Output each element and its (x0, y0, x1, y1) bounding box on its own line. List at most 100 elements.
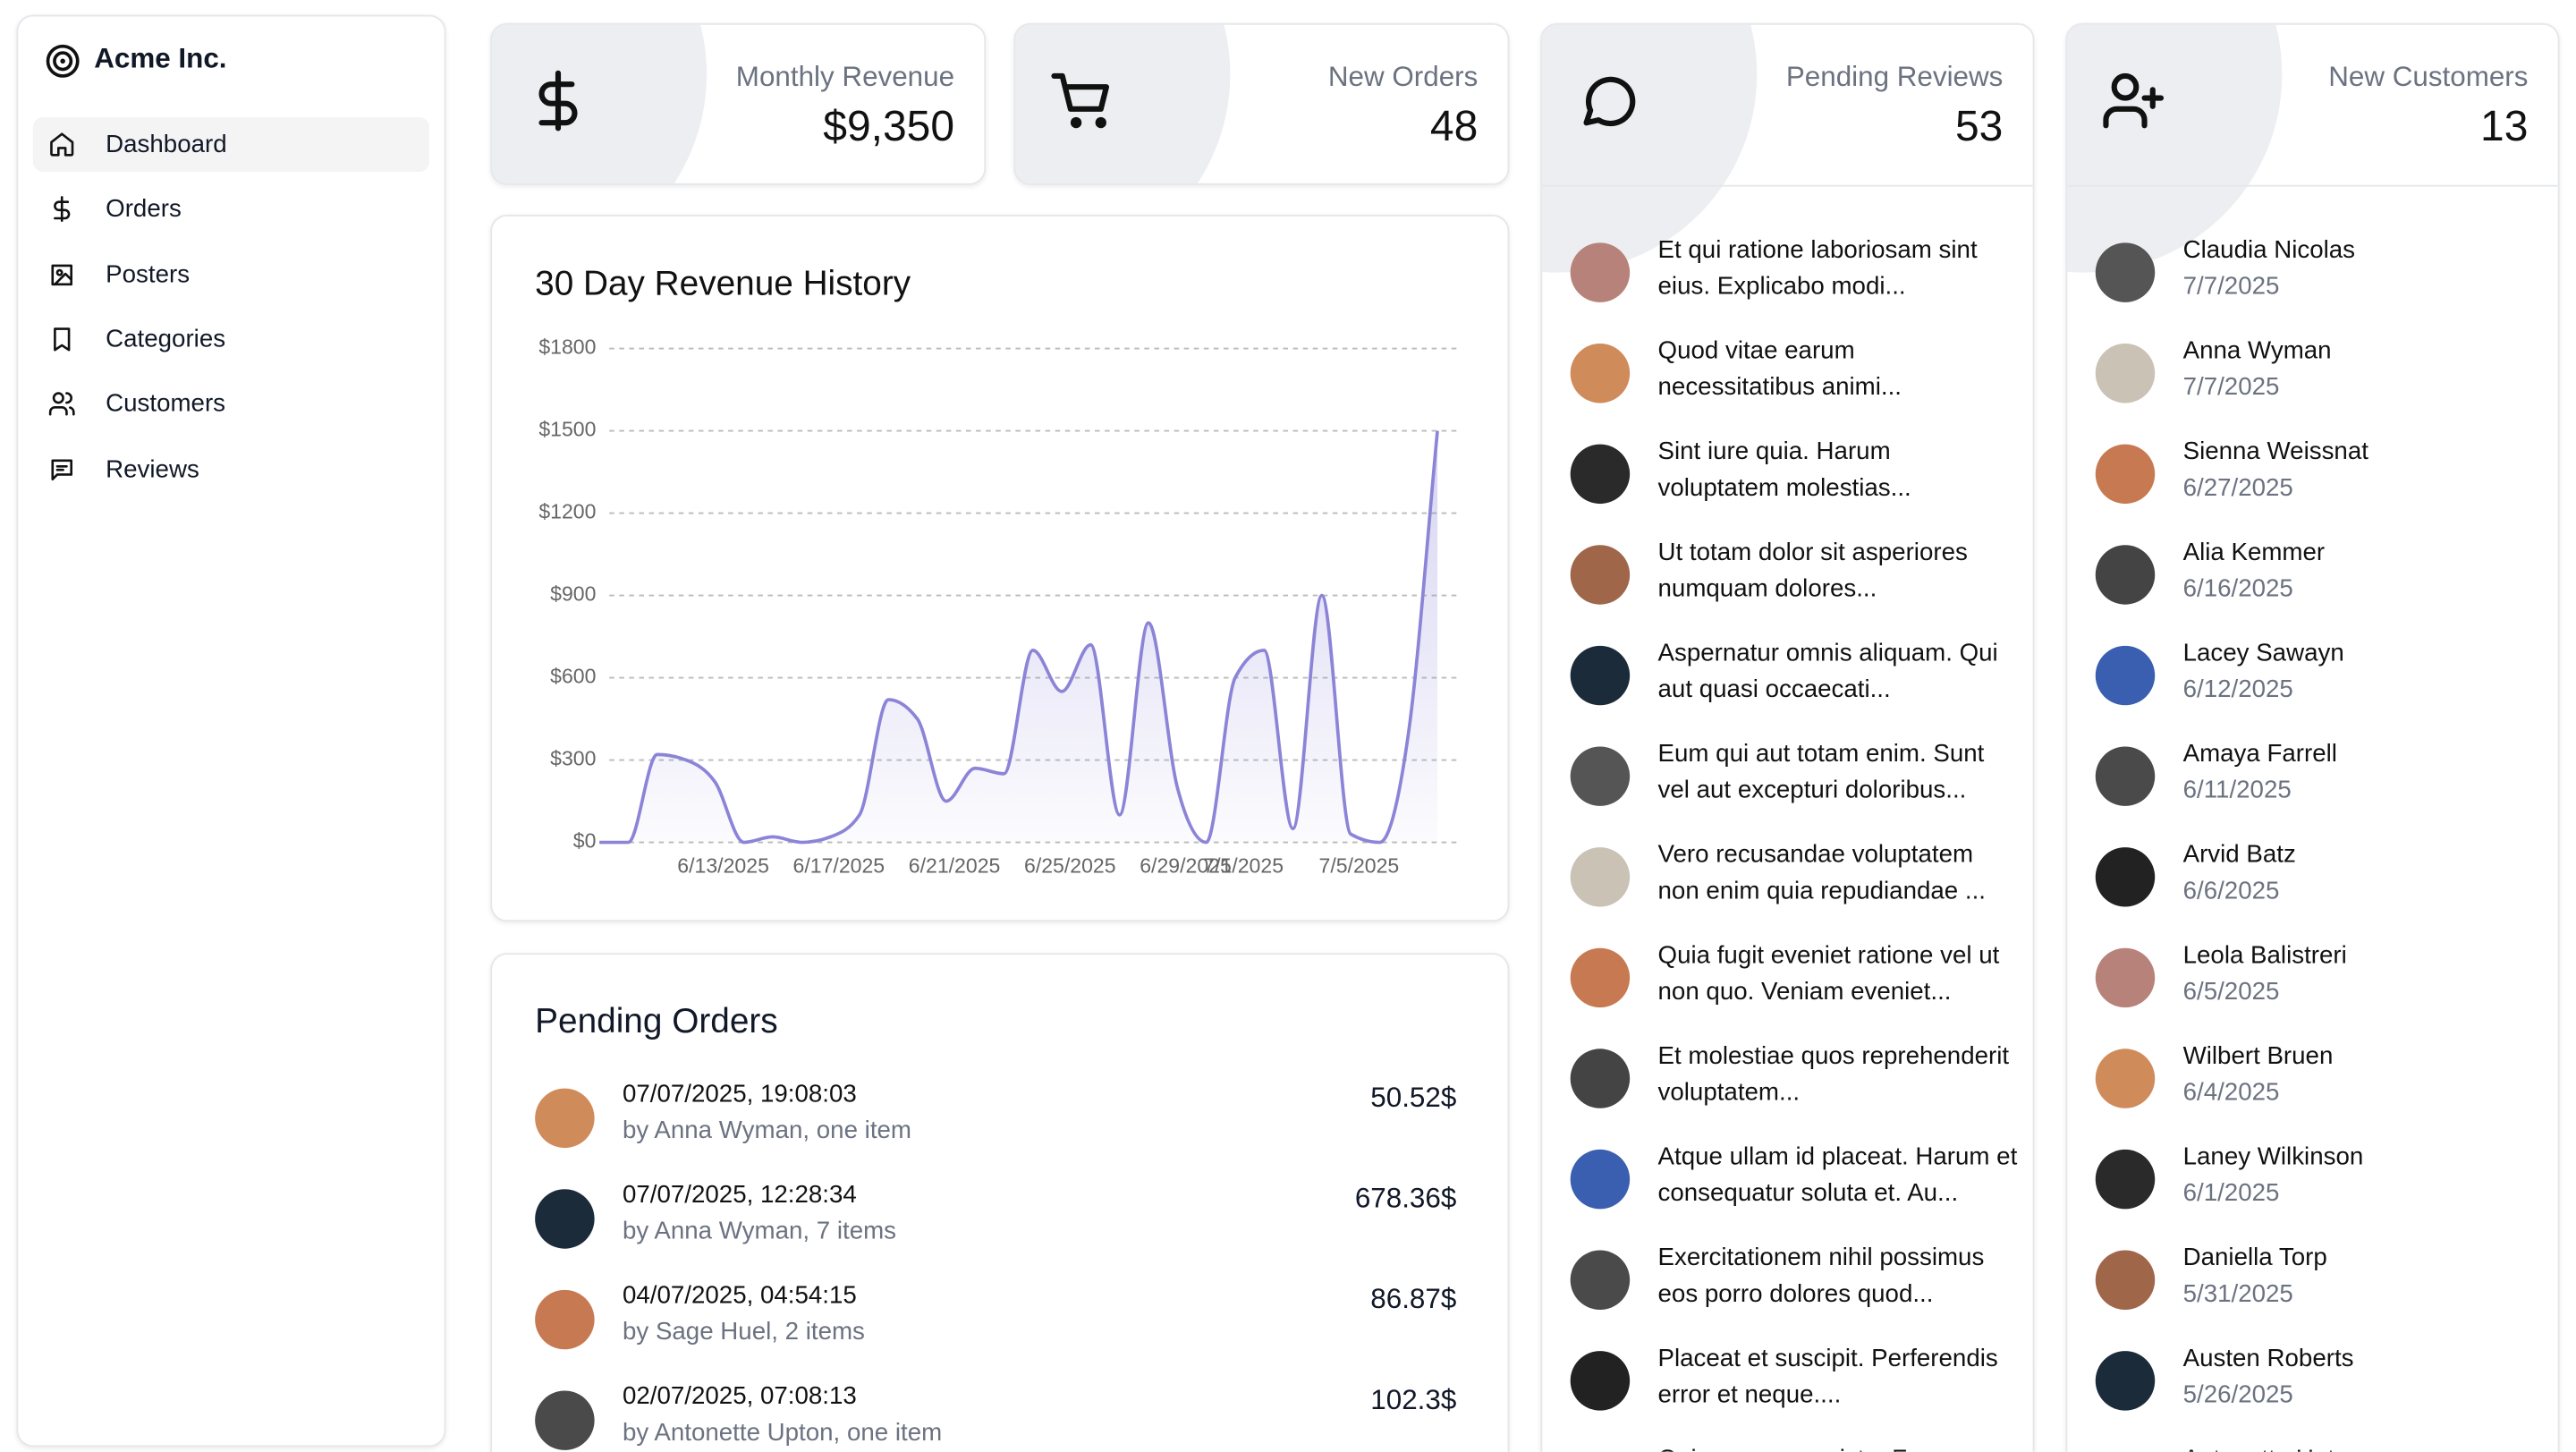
stat-label: Monthly Revenue (735, 61, 955, 93)
customer-date: 6/6/2025 (2182, 877, 2280, 905)
avatar (1570, 1250, 1631, 1310)
avatar (2095, 847, 2156, 907)
x-tick-label: 7/5/2025 (1318, 853, 1399, 877)
icon-path (1583, 76, 1636, 127)
avatar (535, 1189, 595, 1249)
stat-label: New Customers (2328, 61, 2529, 93)
order-total: 50.52$ (1370, 1082, 1457, 1114)
avatar (1570, 444, 1631, 505)
nav-icon (54, 196, 71, 223)
review-text: Ut totam dolor sit asperiores numquam do… (1657, 538, 1968, 603)
nav-label: Posters (106, 259, 191, 289)
nav-item[interactable]: Orders (33, 183, 429, 237)
avatar (535, 1289, 595, 1350)
icon-blob (492, 24, 708, 183)
order-date: 02/07/2025, 07:08:13 (622, 1382, 857, 1411)
customer: Antonette Upton (2183, 1442, 2543, 1451)
avatar (2095, 545, 2156, 605)
avatar (1570, 1351, 1631, 1411)
customer: Amaya Farrell 6/11/2025 (2183, 736, 2543, 809)
order: 02/07/2025, 07:08:13 by Antonette Upton, … (623, 1380, 1283, 1452)
y-tick-label: $1800 (538, 335, 596, 359)
customer-name: Laney Wilkinson (2182, 1142, 2364, 1171)
avatar (535, 1088, 595, 1149)
avatar (1570, 1049, 1631, 1108)
order-total: 102.3$ (1370, 1384, 1457, 1416)
avatar (1570, 343, 1631, 403)
nav-item[interactable]: Dashboard (32, 117, 429, 172)
y-tick-label: $1200 (538, 500, 596, 523)
area (599, 430, 1438, 843)
x-tick-label: 6/25/2025 (1024, 853, 1116, 877)
stat-card: Pending Reviews 53 Et qui ratione laborios… (1540, 22, 2035, 1452)
icon-path (2103, 72, 2165, 129)
y-tick-label: $300 (550, 747, 596, 770)
logo (46, 44, 80, 78)
icon-blob (1015, 24, 1231, 183)
customer-name: Anna Wyman (2182, 336, 2332, 365)
customer-date: 6/27/2025 (2182, 473, 2293, 503)
nav-item[interactable]: Posters (33, 247, 429, 301)
order-total: 678.36$ (1354, 1182, 1457, 1214)
stat-value: 53 (1954, 100, 2004, 150)
icon-path (54, 196, 71, 223)
avatar (2095, 947, 2156, 1008)
pending-orders-card: Pending Orders 07/07/2025, 19:08:03 by An… (490, 953, 1510, 1452)
icon-path (54, 327, 71, 352)
review-text: Exercitationem nihil possimus eos porro … (1657, 1244, 1985, 1309)
divider (1542, 184, 2033, 187)
nav-item[interactable]: Reviews (33, 442, 429, 497)
avatar (1570, 242, 1631, 302)
icon-path (51, 458, 72, 480)
section-title: Pending Orders (535, 1002, 778, 1041)
nav-item[interactable]: Categories (33, 312, 429, 367)
customer-name: Wilbert Bruen (2182, 1041, 2334, 1071)
customer: Daniella Torp 5/31/2025 (2183, 1240, 2543, 1312)
customer-date: 6/16/2025 (2182, 574, 2293, 603)
customer-name: Austen Roberts (2182, 1344, 2354, 1373)
review-text: Vero recusandae voluptatem non enim quia… (1657, 840, 1986, 905)
icon-path (1051, 72, 1109, 129)
avatar (1570, 746, 1631, 806)
review-text: Placeat et suscipit. Perferendis error e… (1657, 1344, 1998, 1409)
avatar (2095, 444, 2156, 505)
customer: Austen Roberts 5/26/2025 (2183, 1341, 2543, 1414)
customer-date: 6/12/2025 (2182, 675, 2293, 704)
customer: Sienna Weissnat 6/27/2025 (2183, 435, 2543, 507)
stat-label: New Orders (1327, 61, 1479, 93)
stat-icon (538, 70, 578, 132)
avatar (2095, 1351, 2156, 1411)
avatar (2095, 645, 2156, 706)
stat-card: Monthly Revenue $9,350 (490, 22, 987, 185)
divider (2067, 184, 2558, 187)
nav-item[interactable]: Customers (33, 377, 429, 431)
sidebar: Acme Inc. Dashboard Orders Posters Categori… (16, 14, 446, 1448)
nav-icon (50, 132, 74, 157)
customer-name: Leola Balistreri (2182, 941, 2347, 970)
nav-label: Reviews (106, 454, 199, 483)
customer: Alia Kemmer 6/16/2025 (2183, 535, 2543, 607)
stat-value: $9,350 (823, 100, 955, 150)
customer-name: Arvid Batz (2182, 840, 2296, 870)
order-date: 07/07/2025, 12:28:34 (622, 1180, 857, 1210)
order-total: 86.87$ (1370, 1283, 1457, 1315)
nav-label: Orders (106, 195, 182, 224)
y-tick-label: $900 (550, 582, 596, 606)
avatar (1570, 645, 1631, 706)
review-text: Et qui ratione laboriosam sint eius. Exp… (1657, 235, 1978, 301)
customer: Leola Balistreri 6/5/2025 (2183, 938, 2543, 1011)
icon-path (51, 263, 72, 285)
customer: Anna Wyman 7/7/2025 (2183, 334, 2543, 406)
customer-date: 7/7/2025 (2182, 272, 2280, 301)
avatar (1570, 847, 1631, 907)
review-text: Aspernatur omnis aliquam. Qui aut quasi … (1657, 639, 1998, 704)
line (599, 430, 1439, 845)
customer-date: 5/31/2025 (2182, 1279, 2293, 1309)
customer-date: 7/7/2025 (2182, 373, 2280, 402)
customer-date: 6/5/2025 (2182, 977, 2280, 1006)
nav-icon (51, 458, 72, 480)
customer-name: Amaya Farrell (2182, 740, 2337, 768)
customer-date: 5/26/2025 (2182, 1380, 2293, 1409)
order-date: 07/07/2025, 19:08:03 (622, 1080, 857, 1108)
